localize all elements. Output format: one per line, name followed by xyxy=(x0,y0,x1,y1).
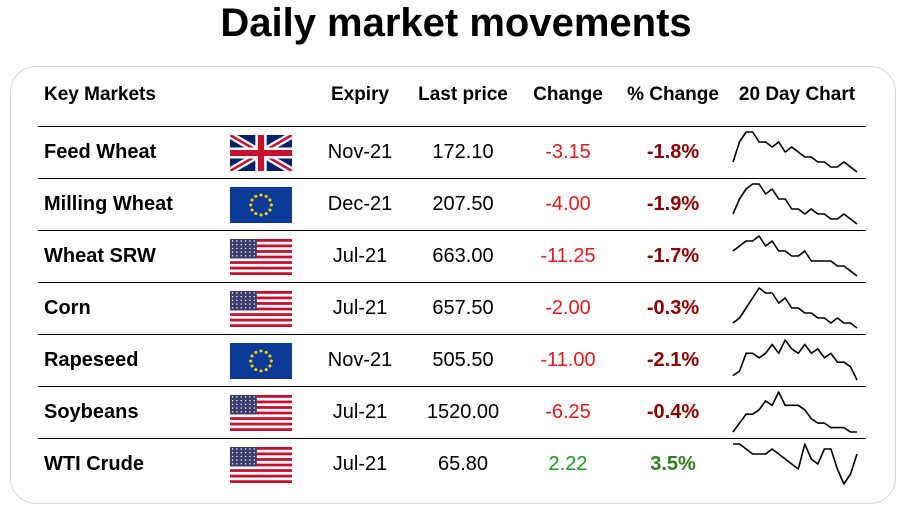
row-divider xyxy=(38,178,866,179)
expiry-cell: Jul-21 xyxy=(332,245,388,267)
market-name: Wheat SRW xyxy=(44,245,156,267)
sparkline-chart xyxy=(732,183,858,225)
last-price-cell: 663.00 xyxy=(432,245,494,267)
market-name: Soybeans xyxy=(44,401,139,423)
row-divider xyxy=(38,230,866,231)
header-key-markets: Key Markets xyxy=(44,84,156,105)
change-cell: -6.25 xyxy=(545,401,591,423)
us-flag-icon xyxy=(230,395,292,431)
row-divider xyxy=(38,386,866,387)
pct-change-cell: -1.7% xyxy=(646,245,700,267)
last-price-cell: 65.80 xyxy=(437,453,489,475)
last-price-cell: 172.10 xyxy=(432,141,494,163)
pct-change-cell: 3.5% xyxy=(650,453,696,475)
sparkline-series xyxy=(732,183,858,225)
eu-flag-icon xyxy=(230,187,292,223)
last-price-cell: 657.50 xyxy=(432,297,494,319)
us-flag-icon xyxy=(230,447,292,483)
header-pct-change: % Change xyxy=(627,84,719,105)
sparkline-series xyxy=(732,235,858,277)
pct-change-cell: -1.9% xyxy=(646,193,700,215)
header-last-price: Last price xyxy=(418,84,508,105)
expiry-cell: Dec-21 xyxy=(327,193,393,215)
expiry-cell: Jul-21 xyxy=(332,453,388,475)
sparkline-chart xyxy=(733,443,858,485)
sparkline-series xyxy=(733,443,858,485)
pct-change-cell: -0.4% xyxy=(646,401,700,423)
last-price-cell: 1520.00 xyxy=(426,401,500,423)
table-row: Wheat SRW Jul-21 663.00 -11.25 -1.7% xyxy=(38,230,866,282)
header-change: Change xyxy=(533,84,603,105)
last-price-cell: 207.50 xyxy=(432,193,494,215)
header-expiry: Expiry xyxy=(330,84,390,105)
sparkline-chart xyxy=(732,391,857,433)
expiry-cell: Jul-21 xyxy=(332,297,388,319)
last-price-cell: 505.50 xyxy=(432,349,494,371)
eu-flag-icon xyxy=(230,343,292,379)
change-cell: -3.15 xyxy=(545,141,591,163)
page-title: Daily market movements xyxy=(220,1,692,45)
market-table-card xyxy=(10,66,896,504)
header-20-day-chart: 20 Day Chart xyxy=(738,84,856,105)
sparkline-chart xyxy=(732,339,858,381)
sparkline-series xyxy=(732,391,857,433)
pct-change-cell: -1.8% xyxy=(646,141,700,163)
sparkline-series xyxy=(732,131,858,173)
sparkline-series xyxy=(732,339,858,381)
expiry-cell: Nov-21 xyxy=(327,349,393,371)
change-cell: -11.25 xyxy=(540,245,596,267)
sparkline-chart xyxy=(732,131,858,173)
market-name: Rapeseed xyxy=(44,349,139,371)
sparkline-chart xyxy=(732,235,858,277)
table-row: WTI Crude Jul-21 65.80 2.22 3.5% xyxy=(38,438,866,490)
uk-flag-icon xyxy=(230,135,292,171)
sparkline-chart xyxy=(732,287,858,329)
row-divider xyxy=(38,126,866,127)
table-row: Rapeseed Nov-21 505.50 -11.00 -2.1% xyxy=(38,334,866,386)
market-name: Milling Wheat xyxy=(44,193,173,215)
market-name: WTI Crude xyxy=(44,453,144,475)
change-cell: -11.00 xyxy=(540,349,596,371)
us-flag-icon xyxy=(230,239,292,275)
change-cell: -4.00 xyxy=(545,193,591,215)
market-name: Feed Wheat xyxy=(44,141,157,163)
sparkline-series xyxy=(732,287,858,329)
table-row: Feed Wheat Nov-21 172.10 -3.15 -1.8% xyxy=(38,126,866,178)
table-row: Soybeans Jul-21 1520.00 -6.25 -0.4% xyxy=(38,386,866,438)
row-divider xyxy=(38,334,866,335)
us-flag-icon xyxy=(230,291,292,327)
expiry-cell: Jul-21 xyxy=(332,401,388,423)
market-name: Corn xyxy=(44,297,91,319)
expiry-cell: Nov-21 xyxy=(327,141,393,163)
row-divider xyxy=(38,282,866,283)
pct-change-cell: -0.3% xyxy=(646,297,700,319)
change-cell: -2.00 xyxy=(545,297,591,319)
table-row: Corn Jul-21 657.50 -2.00 -0.3% xyxy=(38,282,866,334)
pct-change-cell: -2.1% xyxy=(646,349,700,371)
change-cell: 2.22 xyxy=(548,453,588,475)
row-divider xyxy=(38,438,866,439)
table-row: Milling Wheat Dec-21 207.50 -4.00 -1.9% xyxy=(38,178,866,230)
